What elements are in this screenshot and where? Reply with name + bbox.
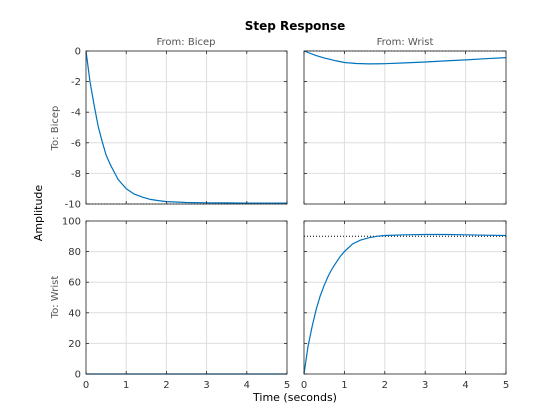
column-title-wrist: From: Wrist <box>377 37 434 48</box>
x-tick-label: 3 <box>422 380 428 391</box>
x-tick-label: 0 <box>301 380 307 391</box>
x-tick-label: 1 <box>123 380 129 391</box>
x-axis-label: Time (seconds) <box>252 391 337 404</box>
plot-frame <box>303 50 507 205</box>
row-title-bicep: To: Bicep <box>50 106 61 152</box>
x-tick-label: 0 <box>83 380 89 391</box>
y-tick-label: -8 <box>71 169 81 180</box>
y-tick-label: -2 <box>71 77 81 88</box>
response-curve <box>303 233 507 375</box>
x-tick-label: 4 <box>244 380 250 391</box>
plot-background <box>86 221 287 374</box>
y-tick-label: 100 <box>62 217 81 228</box>
y-tick-label: 0 <box>75 47 81 58</box>
x-tick-label: 2 <box>163 380 169 391</box>
plot-background <box>86 51 287 204</box>
plot-background <box>304 221 506 374</box>
x-tick-label: 3 <box>203 380 209 391</box>
y-tick-label: -10 <box>65 200 81 211</box>
row-title-wrist: To: Wrist <box>50 276 61 320</box>
plot-frame <box>303 220 507 375</box>
column-title-bicep: From: Bicep <box>157 37 216 48</box>
y-tick-label: 20 <box>68 339 81 350</box>
response-curve <box>303 50 507 65</box>
y-tick-label: 60 <box>68 278 81 289</box>
y-tick-label: 80 <box>68 247 81 258</box>
plot-background <box>304 51 506 204</box>
y-tick-label: 0 <box>75 370 81 381</box>
panel-bicep-to-bicep: -10 -8 -6 -4 -2 0 <box>65 47 288 211</box>
panel-wrist-to-wrist: 0 1 2 3 4 5 <box>301 220 509 391</box>
plot-frame <box>85 50 288 205</box>
response-curve <box>85 50 287 204</box>
panel-wrist-to-bicep <box>303 50 507 205</box>
x-tick-label: 1 <box>341 380 347 391</box>
x-tick-label: 2 <box>382 380 388 391</box>
x-tick-label: 4 <box>462 380 468 391</box>
panel-bicep-to-wrist: 0 20 40 60 80 100 0 1 2 3 4 5 <box>62 217 290 392</box>
y-axis-label: Amplitude <box>32 185 45 242</box>
y-tick-label: 40 <box>68 308 81 319</box>
y-tick-label: -6 <box>71 138 81 149</box>
x-tick-label: 5 <box>503 380 509 391</box>
chart-title: Step Response <box>245 19 345 33</box>
plot-frame <box>85 220 288 375</box>
y-tick-label: -4 <box>71 108 81 119</box>
x-tick-label: 5 <box>284 380 290 391</box>
